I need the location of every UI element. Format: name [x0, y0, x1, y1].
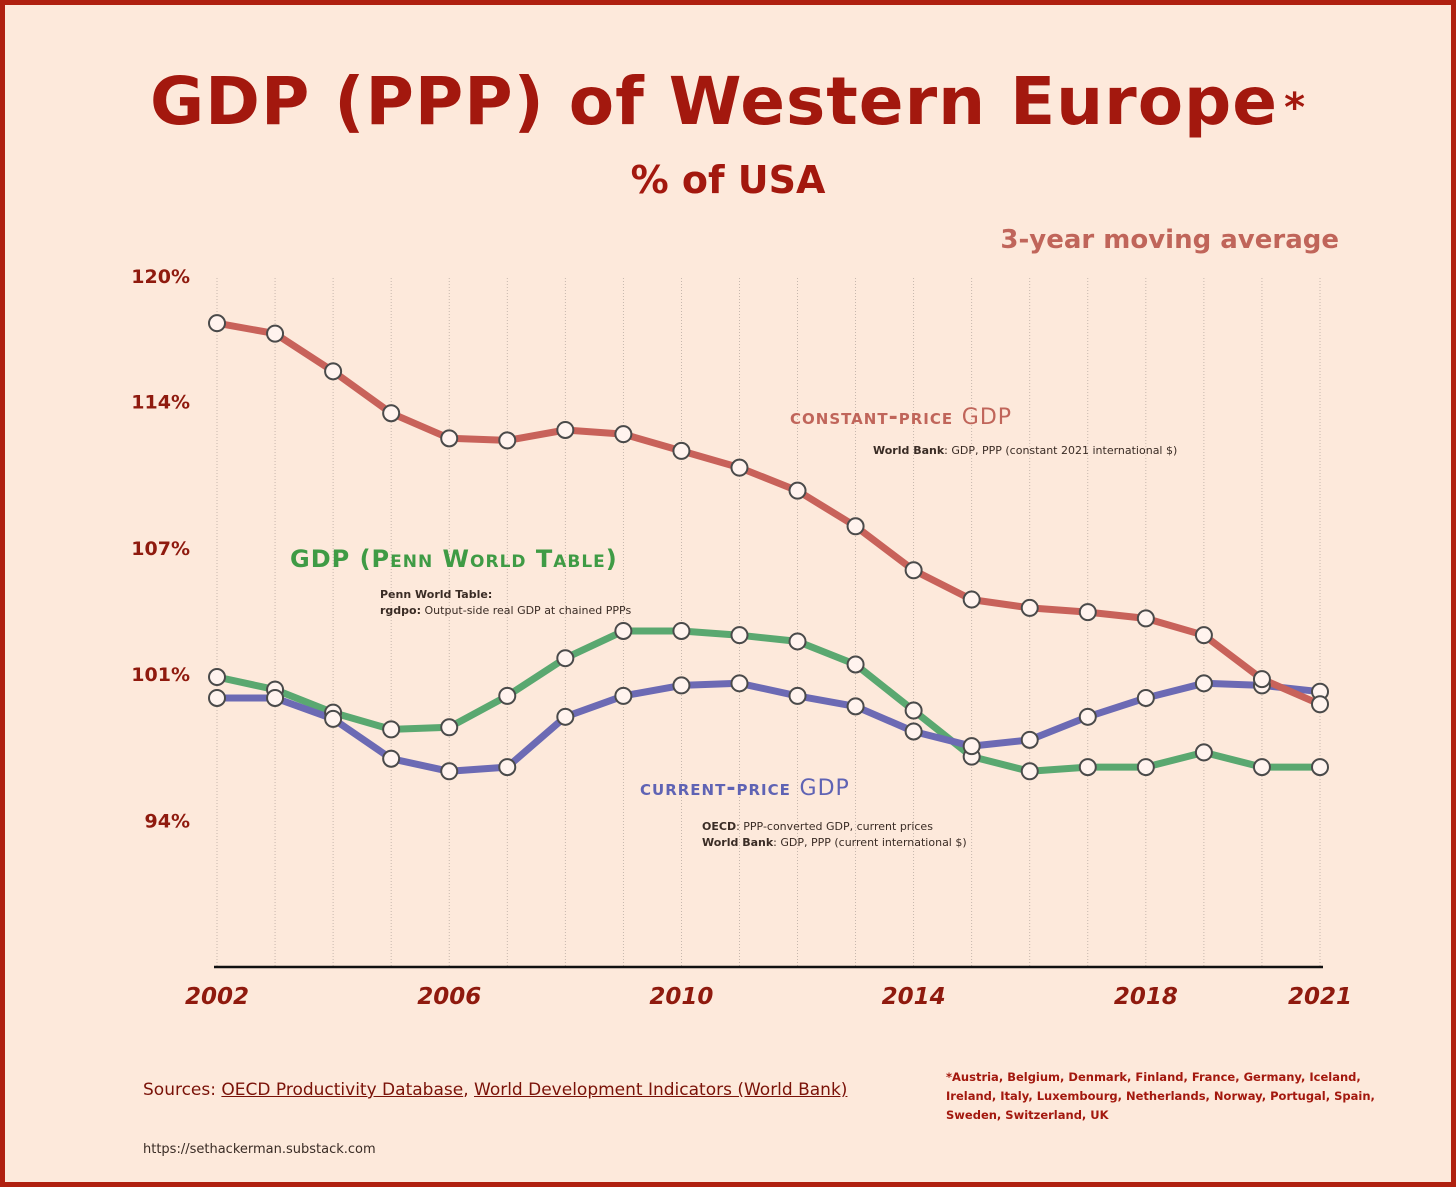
penn-world-table-label: GDP (Penn World Table)	[290, 545, 618, 573]
data-point-constant-price-gdp	[382, 404, 401, 423]
data-point-gdp-penn-world-table	[556, 649, 575, 668]
data-point-current-price-gdp	[788, 686, 807, 705]
data-point-gdp-penn-world-table	[382, 720, 401, 739]
data-point-current-price-gdp	[614, 686, 633, 705]
data-point-constant-price-gdp	[1311, 695, 1329, 714]
data-point-constant-price-gdp	[1078, 603, 1097, 622]
data-point-constant-price-gdp	[266, 324, 285, 343]
data-point-constant-price-gdp	[846, 517, 865, 536]
data-point-gdp-penn-world-table	[1020, 762, 1039, 781]
current-price-source: OECD: PPP-converted GDP, current prices …	[702, 820, 967, 849]
x-tick-label: 2010	[649, 984, 713, 1010]
data-point-gdp-penn-world-table	[1194, 743, 1213, 762]
sources-line: Sources: OECD Productivity Database, Wor…	[143, 1080, 848, 1100]
chart-subtitle: % of USA	[630, 158, 826, 202]
y-tick-label: 107%	[131, 538, 190, 560]
data-point-gdp-penn-world-table	[788, 632, 807, 651]
data-point-constant-price-gdp	[614, 425, 633, 444]
constant-price-source: World Bank: GDP, PPP (constant 2021 inte…	[873, 444, 1178, 457]
source-url: https://sethackerman.substack.com	[143, 1142, 376, 1157]
source-link-world-bank[interactable]: World Development Indicators (World Bank…	[474, 1080, 848, 1100]
data-point-constant-price-gdp	[1020, 598, 1039, 617]
data-point-gdp-penn-world-table	[1311, 758, 1329, 777]
moving-average-note: 3-year moving average	[1000, 225, 1339, 255]
data-point-gdp-penn-world-table	[498, 686, 517, 705]
data-point-constant-price-gdp	[1194, 626, 1213, 645]
data-point-gdp-penn-world-table	[614, 621, 633, 640]
data-point-constant-price-gdp	[498, 431, 517, 450]
y-tick-label: 114%	[131, 392, 190, 414]
data-point-constant-price-gdp	[730, 458, 749, 477]
series-line-constant-price-gdp	[213, 319, 1324, 708]
data-point-constant-price-gdp	[440, 429, 459, 448]
data-point-current-price-gdp	[962, 737, 981, 756]
data-point-gdp-penn-world-table	[1252, 758, 1271, 777]
data-point-constant-price-gdp	[1136, 609, 1155, 628]
y-tick-label: 94%	[145, 810, 190, 832]
data-point-current-price-gdp	[440, 762, 459, 781]
data-point-current-price-gdp	[556, 707, 575, 726]
constant-price-label: constant-price GDP	[790, 405, 1013, 430]
x-tick-label: 2014	[882, 984, 946, 1010]
data-point-constant-price-gdp	[1252, 670, 1271, 689]
data-point-current-price-gdp	[672, 676, 691, 695]
data-point-gdp-penn-world-table	[1136, 758, 1155, 777]
y-tick-label: 120%	[131, 266, 190, 288]
data-point-current-price-gdp	[1136, 688, 1155, 707]
data-point-constant-price-gdp	[904, 561, 923, 580]
data-point-current-price-gdp	[904, 722, 923, 741]
data-point-current-price-gdp	[846, 697, 865, 716]
data-point-constant-price-gdp	[556, 420, 575, 439]
data-point-current-price-gdp	[1194, 674, 1213, 693]
data-point-constant-price-gdp	[672, 441, 691, 460]
country-footnote: *Austria, Belgium, Denmark, Finland, Fra…	[946, 1070, 1375, 1122]
data-point-current-price-gdp	[208, 688, 226, 707]
title-asterisk: *	[1284, 85, 1306, 131]
data-point-gdp-penn-world-table	[440, 718, 459, 737]
data-point-current-price-gdp	[382, 749, 401, 768]
y-tick-label: 101%	[131, 664, 190, 686]
data-point-gdp-penn-world-table	[846, 655, 865, 674]
x-tick-label: 2006	[417, 984, 481, 1010]
data-point-gdp-penn-world-table	[730, 626, 749, 645]
data-point-constant-price-gdp	[788, 481, 807, 500]
data-point-gdp-penn-world-table	[904, 701, 923, 720]
data-point-constant-price-gdp	[208, 314, 226, 333]
data-point-current-price-gdp	[266, 688, 285, 707]
data-point-current-price-gdp	[324, 709, 343, 728]
x-tick-label: 2002	[185, 984, 249, 1010]
chart-title: GDP (PPP) of Western Europe *	[150, 63, 1306, 140]
data-point-gdp-penn-world-table	[208, 668, 226, 687]
data-point-current-price-gdp	[1078, 707, 1097, 726]
data-point-current-price-gdp	[1020, 730, 1039, 749]
penn-world-table-source: Penn World Table: rgdpo: Output-side rea…	[380, 588, 632, 617]
data-point-current-price-gdp	[730, 674, 749, 693]
data-point-current-price-gdp	[498, 758, 517, 777]
series-line-gdp-penn-world-table	[213, 627, 1324, 775]
data-point-constant-price-gdp	[962, 590, 981, 609]
x-tick-label: 2018	[1114, 984, 1178, 1010]
data-point-constant-price-gdp	[324, 362, 343, 381]
data-point-gdp-penn-world-table	[672, 621, 691, 640]
source-link-oecd[interactable]: OECD Productivity Database	[221, 1080, 464, 1100]
series-line-current-price-gdp	[213, 679, 1324, 775]
x-tick-label: 2021	[1288, 984, 1352, 1010]
current-price-label: current-price GDP	[640, 776, 850, 801]
data-point-gdp-penn-world-table	[1078, 758, 1097, 777]
